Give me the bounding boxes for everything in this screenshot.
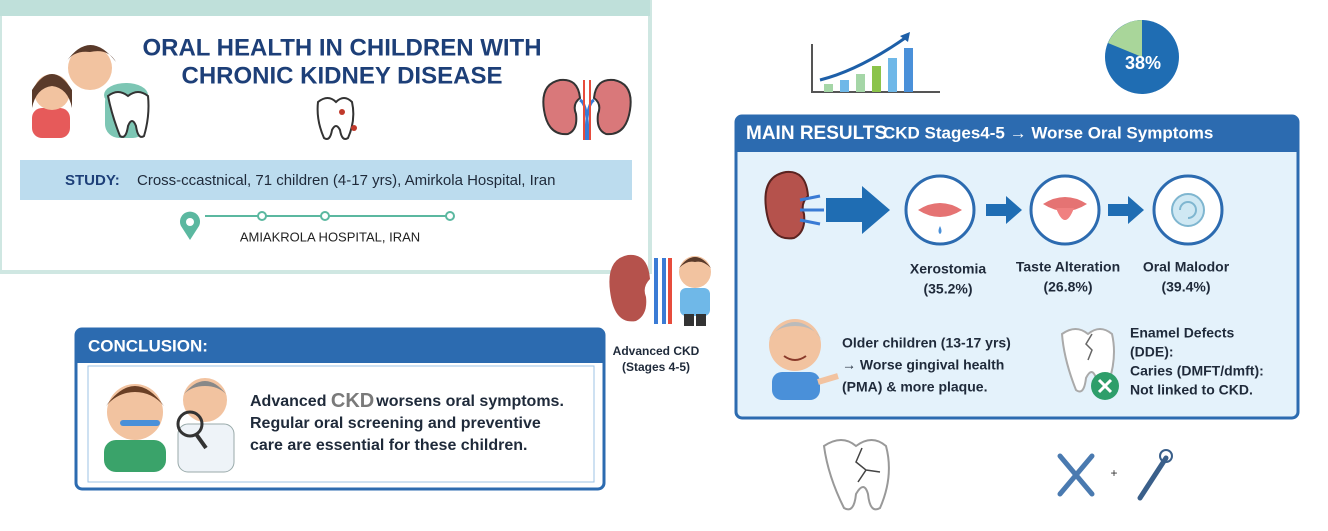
symptom-name: Taste Alteration bbox=[1016, 259, 1120, 275]
title-line: ORAL HEALTH IN CHILDREN WITH bbox=[142, 34, 541, 61]
pie-icon bbox=[1105, 20, 1179, 94]
advanced-ckd-icon bbox=[609, 254, 711, 326]
advanced-line: (Stages 4-5) bbox=[622, 360, 690, 374]
symptom-name: Xerostomia bbox=[910, 261, 986, 277]
conclusion-heading: CONCLUSION: bbox=[88, 336, 208, 355]
tooth-icon bbox=[316, 97, 357, 140]
symptom-value: (39.4%) bbox=[1161, 279, 1210, 295]
results-subheading: CKD Stages4-5 → Worse Oral Symptoms bbox=[883, 123, 1213, 142]
enamel-line: Not linked to CKD. bbox=[1130, 382, 1253, 398]
older-line: → Worse gingival health bbox=[842, 357, 1004, 373]
dentist-child-icon bbox=[104, 378, 235, 473]
older-line: Older children (13-17 yrs) bbox=[842, 335, 1011, 351]
location-icon bbox=[180, 211, 455, 240]
enamel-line: (DDE): bbox=[1130, 344, 1174, 360]
enamel-line: Caries (DMFT/dmft): bbox=[1130, 363, 1264, 379]
conclusion-rest: worsens oral symptoms. bbox=[375, 393, 564, 410]
enamel-line: Enamel Defects bbox=[1130, 325, 1234, 341]
family-icon bbox=[32, 45, 150, 138]
symptom-value: (26.8%) bbox=[1043, 279, 1092, 295]
title-line: CHRONIC KIDNEY DISEASE bbox=[182, 62, 503, 89]
flow-icons bbox=[764, 170, 1224, 246]
pie-label: 38% bbox=[1125, 53, 1161, 73]
symptom-name: Oral Malodor bbox=[1143, 259, 1230, 275]
cracked-tooth-icon bbox=[1060, 328, 1119, 400]
study-text: Cross-ccastnical, 71 children (4-17 yrs)… bbox=[137, 172, 555, 189]
results-header bbox=[736, 116, 1298, 152]
symptom-value: (35.2%) bbox=[923, 281, 972, 297]
conclusion-inner bbox=[87, 365, 595, 483]
broken-tooth-icon bbox=[822, 439, 890, 511]
conclusion-line: care are essential for these children. bbox=[250, 437, 527, 454]
conclusion-lead: Advanced bbox=[250, 393, 331, 410]
tools-icon bbox=[1057, 449, 1173, 501]
results-heading: MAIN RESULTS bbox=[746, 123, 887, 144]
panel-band bbox=[0, 0, 650, 16]
conclusion-header bbox=[76, 329, 604, 363]
study-bar bbox=[20, 160, 632, 200]
growth-icon bbox=[811, 32, 940, 93]
study-label: STUDY: bbox=[65, 172, 120, 189]
conclusion-line: Regular oral screening and preventive bbox=[250, 415, 541, 432]
older-line: (PMA) & more plaque. bbox=[842, 379, 987, 395]
tools-plus: + bbox=[1110, 466, 1117, 480]
kidney-icon bbox=[542, 78, 632, 141]
conclusion-text: Advanced CKD worsens oral symptoms. bbox=[250, 390, 564, 412]
location: AMIAKROLA HOSPITAL, IRAN bbox=[240, 229, 420, 244]
older-child-icon bbox=[768, 319, 839, 400]
conclusion-emphasis: CKD bbox=[331, 390, 374, 412]
advanced-line: Advanced CKD bbox=[613, 344, 700, 358]
